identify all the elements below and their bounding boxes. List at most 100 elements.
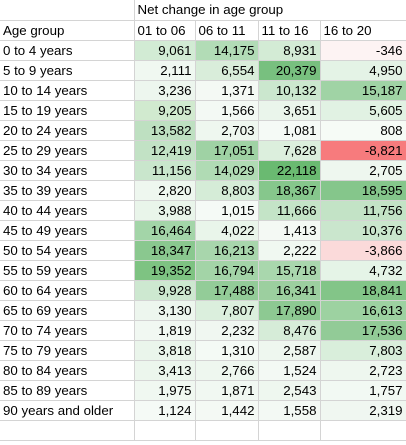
value-cell[interactable]: 2,820 <box>134 180 196 201</box>
value-cell[interactable]: 7,807 <box>195 300 259 321</box>
value-cell[interactable]: 1,310 <box>195 340 259 361</box>
value-cell[interactable]: 13,582 <box>134 120 196 141</box>
value-cell[interactable]: 14,029 <box>195 160 259 181</box>
value-cell[interactable]: 3,818 <box>134 340 196 361</box>
age-group-label[interactable]: 75 to 79 years <box>0 340 135 361</box>
value-cell[interactable]: 1,757 <box>320 380 406 401</box>
age-group-label[interactable]: 50 to 54 years <box>0 240 135 261</box>
value-cell[interactable]: 18,347 <box>134 240 196 261</box>
value-cell[interactable]: 8,931 <box>258 40 321 61</box>
value-cell[interactable]: 1,558 <box>258 400 321 421</box>
value-cell[interactable]: 17,890 <box>258 300 321 321</box>
column-header[interactable]: 11 to 16 <box>258 20 321 41</box>
table-title[interactable]: Net change in age group <box>134 0 406 21</box>
column-header[interactable]: 16 to 20 <box>320 20 406 41</box>
value-cell[interactable]: -346 <box>320 40 406 61</box>
empty-cell[interactable] <box>0 0 135 21</box>
value-cell[interactable]: 10,132 <box>258 80 321 101</box>
value-cell[interactable]: 1,371 <box>195 80 259 101</box>
value-cell[interactable]: 11,666 <box>258 200 321 221</box>
age-group-label[interactable]: 45 to 49 years <box>0 220 135 241</box>
value-cell[interactable]: 1,524 <box>258 360 321 381</box>
value-cell[interactable]: 9,205 <box>134 100 196 121</box>
value-cell[interactable]: 1,015 <box>195 200 259 221</box>
value-cell[interactable]: 8,476 <box>258 320 321 341</box>
age-group-label[interactable]: 85 to 89 years <box>0 380 135 401</box>
value-cell[interactable]: 7,628 <box>258 140 321 161</box>
value-cell[interactable]: 18,841 <box>320 280 406 301</box>
value-cell[interactable]: 2,543 <box>258 380 321 401</box>
value-cell[interactable]: 2,232 <box>195 320 259 341</box>
empty-cell[interactable] <box>0 420 135 441</box>
value-cell[interactable]: 17,536 <box>320 320 406 341</box>
value-cell[interactable]: 16,794 <box>195 260 259 281</box>
value-cell[interactable]: 2,723 <box>320 360 406 381</box>
value-cell[interactable]: 9,928 <box>134 280 196 301</box>
age-group-label[interactable]: 70 to 74 years <box>0 320 135 341</box>
value-cell[interactable]: 1,819 <box>134 320 196 341</box>
empty-cell[interactable] <box>134 420 196 441</box>
value-cell[interactable]: -8,821 <box>320 140 406 161</box>
empty-cell[interactable] <box>195 420 259 441</box>
age-group-label[interactable]: 40 to 44 years <box>0 200 135 221</box>
value-cell[interactable]: 15,187 <box>320 80 406 101</box>
value-cell[interactable]: 14,175 <box>195 40 259 61</box>
age-group-label[interactable]: 25 to 29 years <box>0 140 135 161</box>
age-group-label[interactable]: 20 to 24 years <box>0 120 135 141</box>
value-cell[interactable]: 16,341 <box>258 280 321 301</box>
age-group-label[interactable]: 30 to 34 years <box>0 160 135 181</box>
value-cell[interactable]: 1,975 <box>134 380 196 401</box>
value-cell[interactable]: 3,413 <box>134 360 196 381</box>
column-header[interactable]: 01 to 06 <box>134 20 196 41</box>
value-cell[interactable]: 12,419 <box>134 140 196 161</box>
value-cell[interactable]: 6,554 <box>195 60 259 81</box>
age-group-label[interactable]: 60 to 64 years <box>0 280 135 301</box>
value-cell[interactable]: 3,988 <box>134 200 196 221</box>
value-cell[interactable]: 1,871 <box>195 380 259 401</box>
value-cell[interactable]: 2,703 <box>195 120 259 141</box>
value-cell[interactable]: 11,756 <box>320 200 406 221</box>
value-cell[interactable]: 3,130 <box>134 300 196 321</box>
empty-cell[interactable] <box>320 420 406 441</box>
age-group-label[interactable]: 15 to 19 years <box>0 100 135 121</box>
value-cell[interactable]: 2,111 <box>134 60 196 81</box>
age-group-label[interactable]: 55 to 59 years <box>0 260 135 281</box>
age-group-label[interactable]: 0 to 4 years <box>0 40 135 61</box>
age-group-label[interactable]: 80 to 84 years <box>0 360 135 381</box>
value-cell[interactable]: 4,950 <box>320 60 406 81</box>
value-cell[interactable]: 2,766 <box>195 360 259 381</box>
value-cell[interactable]: 11,156 <box>134 160 196 181</box>
value-cell[interactable]: 20,379 <box>258 60 321 81</box>
value-cell[interactable]: 7,803 <box>320 340 406 361</box>
value-cell[interactable]: 808 <box>320 120 406 141</box>
value-cell[interactable]: 10,376 <box>320 220 406 241</box>
age-group-label[interactable]: 5 to 9 years <box>0 60 135 81</box>
age-group-label[interactable]: 35 to 39 years <box>0 180 135 201</box>
age-group-label[interactable]: 10 to 14 years <box>0 80 135 101</box>
value-cell[interactable]: 3,651 <box>258 100 321 121</box>
value-cell[interactable]: 9,061 <box>134 40 196 61</box>
age-group-label[interactable]: 90 years and older <box>0 400 135 421</box>
empty-cell[interactable] <box>258 420 321 441</box>
age-group-label[interactable]: 65 to 69 years <box>0 300 135 321</box>
value-cell[interactable]: 2,319 <box>320 400 406 421</box>
value-cell[interactable]: 17,051 <box>195 140 259 161</box>
value-cell[interactable]: 1,442 <box>195 400 259 421</box>
value-cell[interactable]: 8,803 <box>195 180 259 201</box>
value-cell[interactable]: 1,566 <box>195 100 259 121</box>
value-cell[interactable]: 2,222 <box>258 240 321 261</box>
value-cell[interactable]: 16,213 <box>195 240 259 261</box>
value-cell[interactable]: 2,587 <box>258 340 321 361</box>
value-cell[interactable]: 16,613 <box>320 300 406 321</box>
column-header[interactable]: 06 to 11 <box>195 20 259 41</box>
value-cell[interactable]: 1,081 <box>258 120 321 141</box>
value-cell[interactable]: 1,413 <box>258 220 321 241</box>
value-cell[interactable]: -3,866 <box>320 240 406 261</box>
row-header-label[interactable]: Age group <box>0 20 135 41</box>
value-cell[interactable]: 19,352 <box>134 260 196 281</box>
value-cell[interactable]: 4,732 <box>320 260 406 281</box>
value-cell[interactable]: 2,705 <box>320 160 406 181</box>
value-cell[interactable]: 22,118 <box>258 160 321 181</box>
value-cell[interactable]: 18,595 <box>320 180 406 201</box>
value-cell[interactable]: 15,718 <box>258 260 321 281</box>
